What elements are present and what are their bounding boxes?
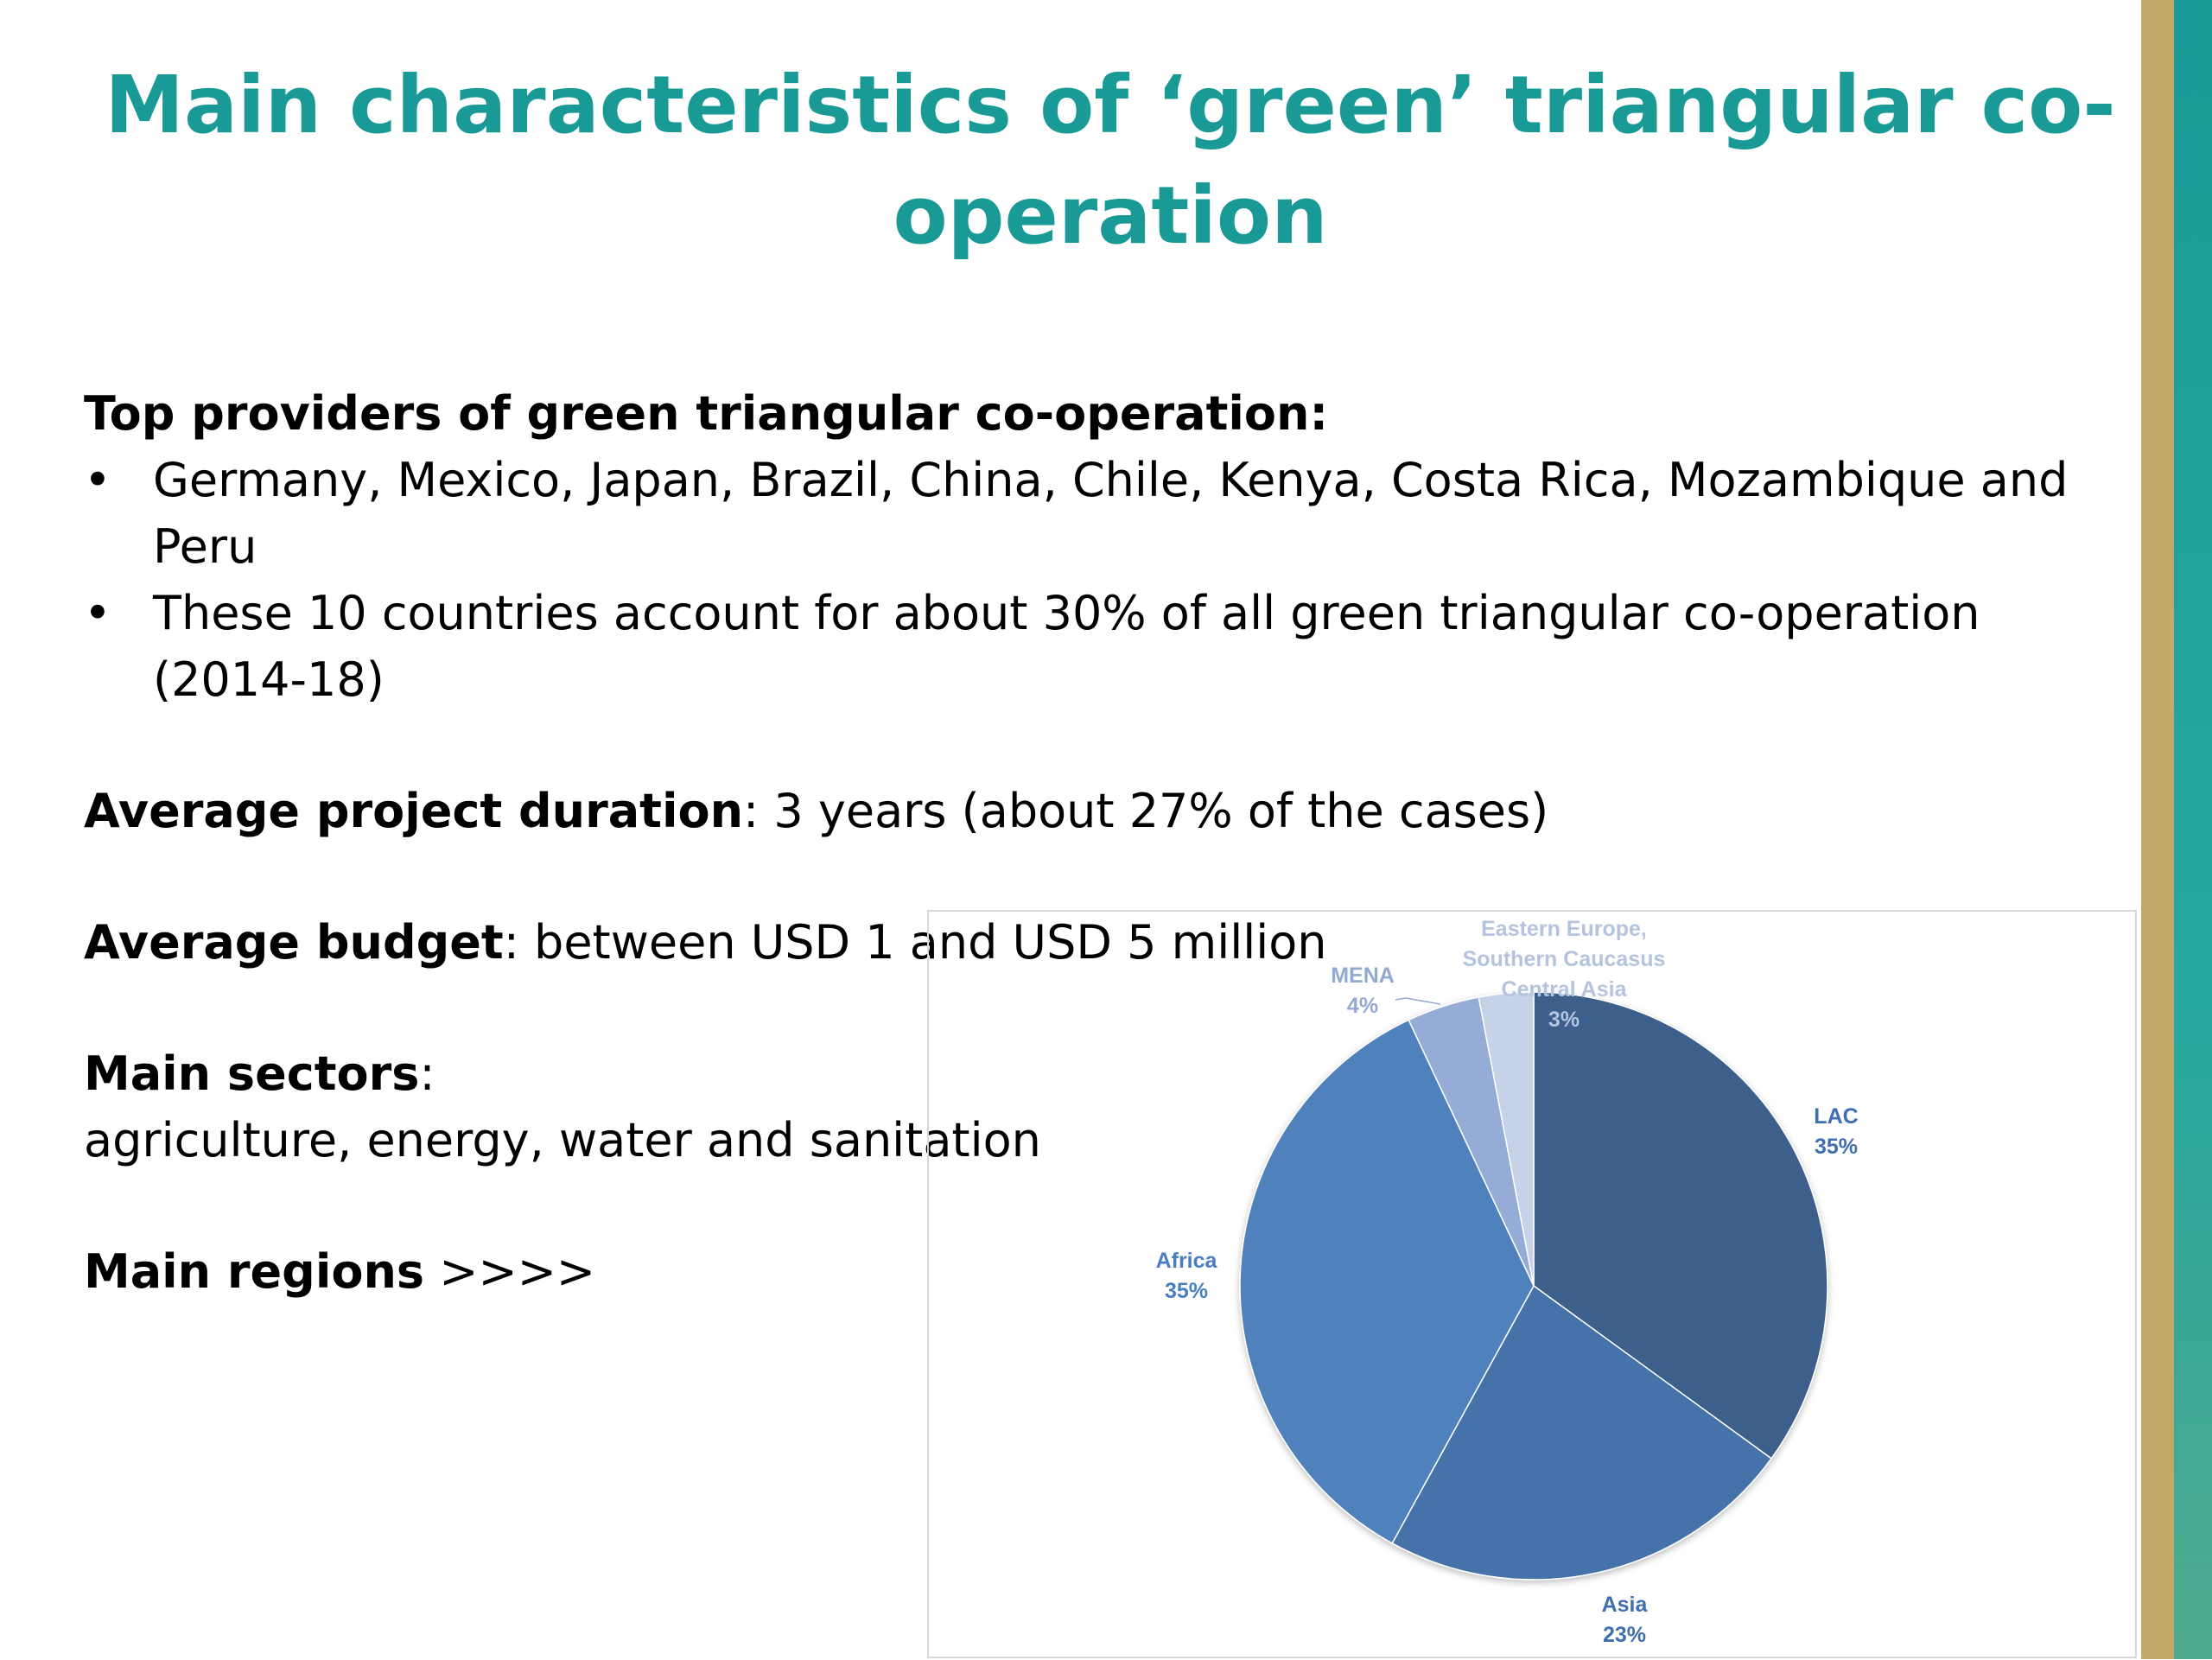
- pie-label-eastern-europe-southern-caucasus-central-asia: Eastern Europe, Southern Caucasus Central …: [1463, 917, 1666, 1032]
- regions-line: Main regions >>>>: [84, 1238, 2071, 1305]
- duration-value: : 3 years (about 27% of the cases): [743, 784, 1549, 838]
- pie-label-asia: Asia 23%: [1602, 1593, 1649, 1647]
- sectors-value: agriculture, energy, water and sanitatio…: [84, 1113, 1041, 1167]
- slide-body: Top providers of green triangular co-ope…: [84, 380, 2071, 1305]
- duration-line: Average project duration: 3 years (about…: [84, 778, 2071, 844]
- budget-label: Average budget: [84, 915, 504, 970]
- bullet-item: • These 10 countries account for about 3…: [84, 580, 2071, 713]
- budget-line: Average budget: between USD 1 and USD 5 …: [84, 909, 2071, 976]
- teal-side-stripe: [2174, 0, 2212, 1659]
- duration-label: Average project duration: [84, 784, 744, 838]
- budget-value: : between USD 1 and USD 5 million: [503, 915, 1327, 970]
- bullet-dot: •: [84, 453, 111, 507]
- sectors-line: Main sectors:: [84, 1040, 2071, 1107]
- gold-side-stripe: [2141, 0, 2174, 1659]
- mena-leader-line: [1395, 997, 1441, 1005]
- pie-slice-lac: [1533, 991, 1828, 1460]
- pie-chart-frame: LAC 35% Asia 23% Africa 35% MENA 4% Eastern Euro…: [927, 910, 2137, 1658]
- pie-label-africa: Africa 35%: [1156, 1249, 1218, 1303]
- region-pie-chart: LAC 35% Asia 23% Africa 35% MENA 4% Eastern Euro…: [1156, 917, 1859, 1647]
- pie-slice-asia: [1391, 1284, 1773, 1580]
- bullet-item: • Germany, Mexico, Japan, Brazil, China,…: [84, 447, 2071, 580]
- regions-suffix: >>>>: [424, 1244, 596, 1299]
- sectors-label: Main sectors: [84, 1046, 420, 1101]
- bullet-text: Germany, Mexico, Japan, Brazil, China, C…: [153, 453, 2069, 574]
- providers-heading: Top providers of green triangular co-ope…: [84, 386, 1329, 441]
- pie-label-lac: LAC 35%: [1814, 1104, 1858, 1159]
- bullet-dot: •: [84, 586, 111, 640]
- pie-slice-eastern-europe-southern-caucasus-central-asia: [1478, 991, 1535, 1287]
- regions-label: Main regions: [84, 1244, 425, 1299]
- pie-slice-africa: [1239, 1019, 1535, 1544]
- bullet-text: These 10 countries account for about 30%…: [153, 586, 1980, 707]
- pie-label-mena: MENA 4%: [1331, 964, 1395, 1018]
- sectors-colon: :: [419, 1046, 435, 1101]
- slide-title: Main characteristics of ‘green’ triangul…: [105, 59, 2116, 262]
